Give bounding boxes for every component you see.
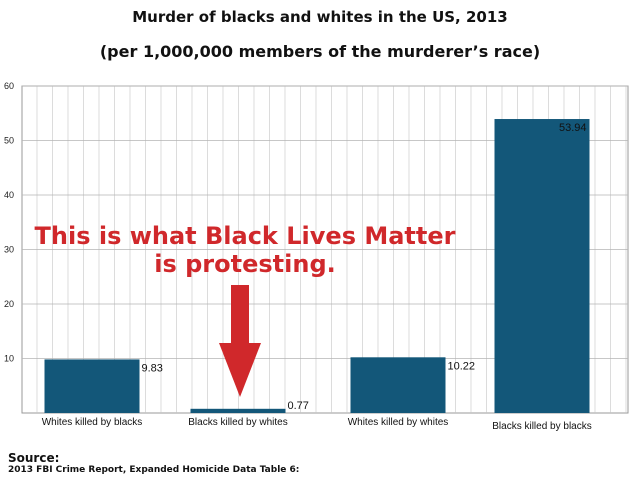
bar: [190, 408, 286, 413]
annotation-line-1: This is what Black Lives Matter: [34, 222, 456, 250]
bar-value-label: 0.77: [288, 400, 309, 412]
x-category-label: Blacks killed by blacks: [492, 421, 591, 432]
source-label: Source:: [8, 451, 60, 465]
x-category-label: Whites killed by blacks: [42, 417, 143, 428]
y-tick-label: 60: [4, 81, 14, 91]
y-axis: 10 20 30 40 50 60: [4, 81, 14, 364]
bar: [350, 357, 446, 413]
y-tick-label: 50: [4, 136, 14, 146]
grid-lines: [21, 85, 629, 414]
source-text: 2013 FBI Crime Report, Expanded Homicide…: [8, 465, 300, 475]
bars: [44, 119, 590, 413]
chart-subtitle: (per 1,000,000 members of the murderer’s…: [99, 42, 541, 61]
x-category-label: Blacks killed by whites: [188, 417, 287, 428]
bar: [44, 359, 140, 413]
bar: [494, 119, 590, 413]
y-tick-label: 30: [4, 245, 14, 255]
arrow-icon: [219, 285, 261, 397]
x-category-label: Whites killed by whites: [348, 417, 449, 428]
y-tick-label: 40: [4, 190, 14, 200]
y-tick-label: 10: [4, 354, 14, 364]
bar-value-label: 53.94: [559, 122, 587, 134]
annotation-line-2: is protesting.: [154, 250, 336, 278]
bar-value-label: 10.22: [448, 360, 476, 372]
bar-value-label: 9.83: [142, 362, 163, 374]
chart-title: Murder of blacks and whites in the US, 2…: [132, 8, 508, 26]
y-tick-label: 20: [4, 299, 14, 309]
